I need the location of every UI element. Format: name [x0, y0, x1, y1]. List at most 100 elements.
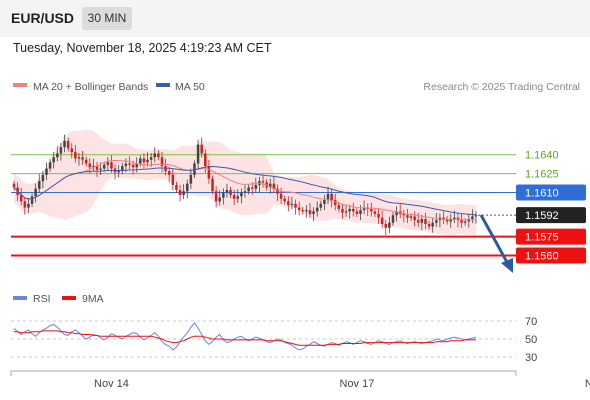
candle-body	[48, 162, 52, 169]
candle-body	[207, 166, 211, 179]
rsi-tick-50: 50	[525, 334, 537, 346]
rsi-legend-label: RSI	[33, 293, 51, 305]
chart-datetime: Tuesday, November 18, 2025 4:19:23 AM CE…	[13, 41, 272, 55]
x-label-nov-14: Nov 14	[94, 378, 129, 390]
ma50-legend-swatch	[156, 83, 170, 87]
symbol-title: EUR/USD	[11, 10, 75, 26]
candle-body	[474, 215, 478, 217]
candle-body	[102, 164, 106, 169]
candle-body	[308, 210, 312, 214]
candle-body	[23, 201, 27, 208]
price-levels: 1.1640 1.1625 1.1610 1.1592 1.1575 1.1560	[11, 150, 586, 264]
candle-body	[344, 211, 348, 213]
candle-body	[391, 215, 395, 223]
candle-body	[254, 184, 258, 189]
rsi-ma9-line	[14, 330, 476, 346]
level-1-1592-label: 1.1592	[525, 210, 559, 222]
candle-body	[185, 183, 189, 192]
candle-body	[99, 168, 102, 170]
candle-body	[359, 210, 362, 214]
candle-body	[442, 217, 445, 219]
candle-body	[204, 153, 207, 167]
level-1-1610-tag	[516, 184, 586, 201]
source-credit: Research © 2025 Trading Central	[423, 81, 580, 93]
candle-body	[377, 213, 380, 218]
candle-body	[77, 157, 81, 159]
rsi-legend-swatch	[13, 296, 27, 300]
candle-body	[319, 203, 323, 208]
candle-body	[157, 153, 160, 158]
x-axis-labels: Nov 14 Nov 17 Nov 18	[94, 378, 590, 390]
ma50-line	[13, 165, 477, 216]
level-1-1560-tag	[516, 247, 586, 264]
candle-body	[38, 181, 41, 189]
level-1-1592-tag	[516, 207, 586, 224]
candle-body	[52, 157, 55, 163]
candle-body	[131, 164, 135, 168]
candle-body	[232, 195, 236, 199]
candle-body	[272, 183, 276, 189]
ma20-line	[13, 159, 476, 221]
candle-body	[315, 207, 319, 212]
ma9-legend-swatch	[62, 296, 76, 300]
candle-body	[30, 196, 34, 204]
candle-body	[287, 201, 290, 206]
candle-body	[193, 163, 196, 175]
candle-body	[160, 157, 164, 167]
candle-body	[420, 218, 424, 223]
candle-body	[222, 192, 225, 198]
timeframe-badge[interactable]: 30 MIN	[82, 7, 132, 30]
candle-body	[435, 220, 438, 223]
candle-body	[142, 158, 146, 163]
candle-body	[63, 140, 66, 148]
candle-body	[413, 216, 416, 221]
candle-body	[128, 163, 131, 165]
candle-body	[471, 216, 474, 219]
candle-body	[149, 157, 153, 160]
candle-body	[279, 193, 283, 199]
level-1-1625-label: 1.1625	[525, 169, 559, 181]
x-label-nov-18: Nov 18	[585, 378, 590, 390]
candle-body	[341, 208, 344, 213]
candle-body	[402, 213, 406, 216]
candle-body	[95, 166, 99, 170]
candle-body	[337, 205, 341, 209]
candle-body	[59, 147, 63, 154]
candle-body	[229, 189, 232, 196]
candle-body	[139, 158, 142, 164]
candle-body	[243, 191, 247, 193]
candle-body	[106, 162, 110, 165]
level-1-1640-label: 1.1640	[525, 150, 559, 162]
moving-averages	[13, 159, 477, 221]
candle-body	[453, 217, 456, 219]
candle-body	[66, 140, 70, 149]
candle-body	[135, 163, 138, 168]
candle-body	[305, 210, 308, 212]
candle-body	[355, 211, 359, 214]
candle-body	[384, 224, 388, 228]
candle-body	[56, 153, 59, 158]
candle-body	[124, 163, 128, 167]
ma20-legend-swatch	[13, 83, 27, 87]
level-1-1575-tag	[516, 228, 586, 245]
candle-body	[110, 162, 113, 169]
candle-body	[171, 174, 175, 185]
candle-body	[70, 148, 74, 153]
candle-body	[269, 183, 272, 188]
candle-body	[236, 196, 240, 199]
rsi-line	[13, 321, 477, 351]
candle-body	[41, 174, 45, 182]
candle-body	[74, 152, 77, 159]
candle-body	[81, 157, 84, 160]
candle-body	[424, 218, 427, 224]
candle-body	[297, 207, 301, 211]
candle-body	[312, 211, 315, 214]
candle-body	[153, 153, 157, 158]
candle-body	[373, 211, 377, 214]
candle-body	[395, 211, 398, 216]
candle-body	[27, 203, 30, 208]
candle-body	[416, 220, 420, 223]
candle-body	[117, 171, 120, 173]
rsi-tick-70: 70	[525, 316, 537, 328]
